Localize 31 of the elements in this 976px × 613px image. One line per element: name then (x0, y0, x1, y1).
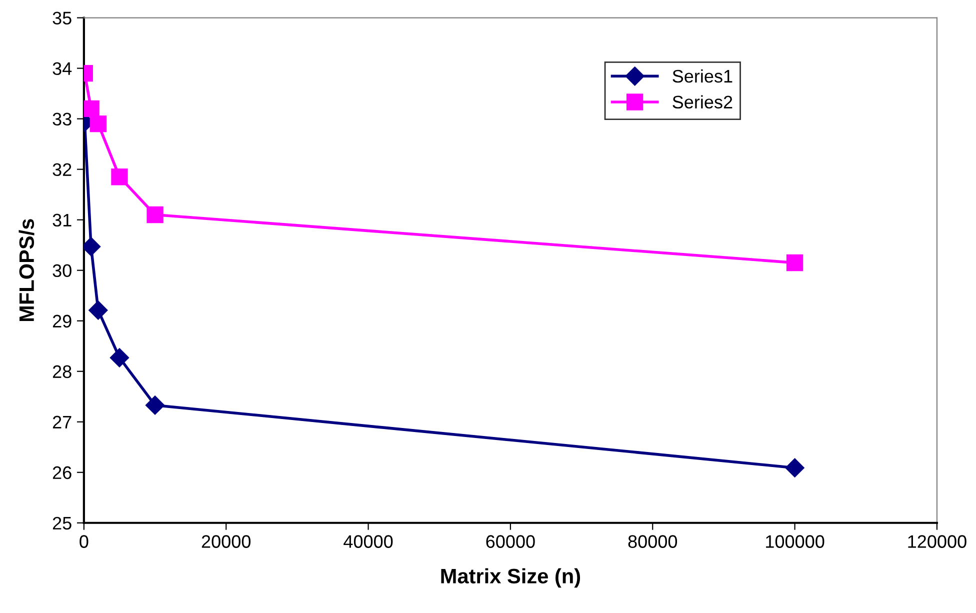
x-axis-title: Matrix Size (n) (441, 568, 580, 588)
y-tick-label: 30 (52, 264, 72, 278)
x-tick-label: 40000 (344, 535, 393, 548)
point (84, 100, 100, 118)
y-axis-title: MFLOPS/s (18, 219, 34, 322)
y-tick-label: 31 (52, 214, 72, 227)
point (111, 168, 128, 186)
point (146, 206, 164, 224)
x-tick-label: 120000 (908, 535, 966, 548)
y-tick-label: 33 (52, 112, 72, 126)
y-tick-label: 34 (52, 62, 72, 76)
y-tick-label: 29 (52, 314, 72, 328)
x-tick-label: 60000 (486, 535, 535, 548)
y-tick-label: 32 (52, 163, 72, 176)
y-tick-label: 27 (52, 416, 72, 428)
point (110, 348, 130, 368)
legend-label: Series2 (672, 95, 732, 109)
point (90, 116, 106, 132)
y-tick-label: 26 (52, 466, 72, 480)
point (786, 254, 804, 272)
y-tick-label: 28 (52, 365, 72, 378)
y-tick-label: 25 (52, 516, 72, 530)
x-tick-label: 100000 (766, 535, 824, 548)
x-tick-label: 20000 (202, 535, 251, 548)
legend-label: Series1 (672, 69, 732, 83)
x-tick-label: 0 (80, 535, 88, 548)
point (145, 396, 165, 415)
point (88, 300, 108, 320)
y-tick-label: 35 (52, 12, 72, 24)
x-tick-label: 80000 (628, 535, 678, 548)
point (785, 458, 804, 478)
